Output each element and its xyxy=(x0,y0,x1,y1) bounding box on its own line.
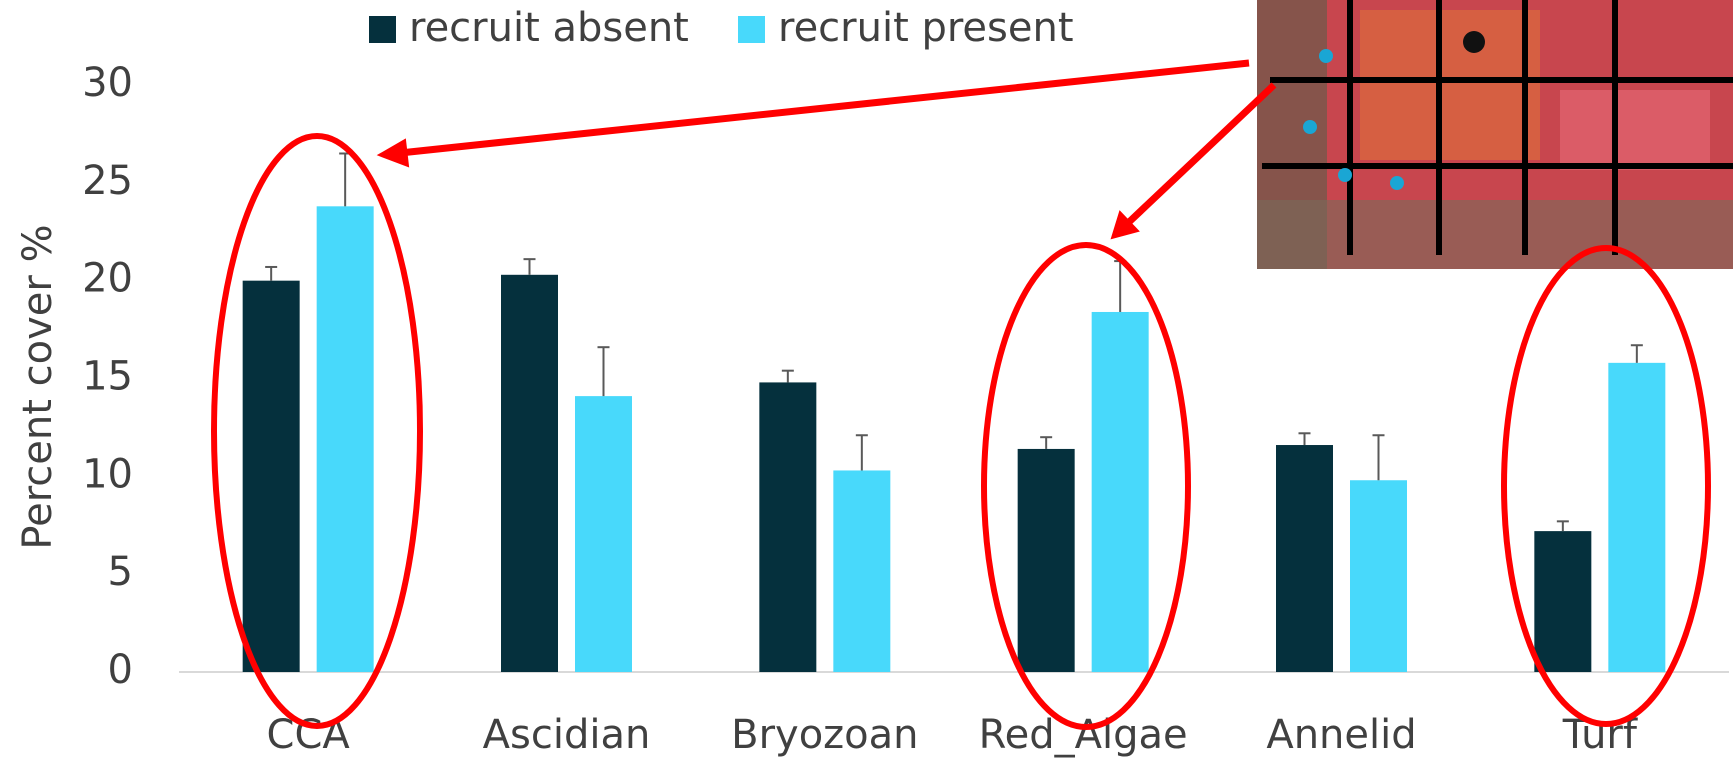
annotation-overlay xyxy=(214,0,1733,727)
bar xyxy=(501,275,558,672)
bar xyxy=(1350,480,1407,672)
bar xyxy=(575,396,632,672)
error-bar xyxy=(1040,437,1052,449)
bar xyxy=(759,382,816,672)
error-bar xyxy=(1299,433,1311,445)
page: Percent cover % 0 5 10 15 20 25 30 recruit abse… xyxy=(0,0,1733,760)
error-bar xyxy=(1631,345,1643,363)
photo-edge xyxy=(1257,200,1733,269)
bar xyxy=(1276,445,1333,672)
error-bar xyxy=(1557,521,1569,531)
x-tick-label: Red_Algae xyxy=(979,712,1188,758)
x-tick-label: Annelid xyxy=(1266,712,1416,758)
bar xyxy=(243,281,300,672)
y-tick-label: 15 xyxy=(82,354,133,400)
photo xyxy=(1257,0,1733,269)
error-bar xyxy=(1373,435,1385,480)
error-bar xyxy=(598,347,610,396)
bar xyxy=(1092,312,1149,672)
legend-label: recruit present xyxy=(778,5,1074,51)
bar xyxy=(833,470,890,672)
chart: Percent cover % 0 5 10 15 20 25 30 recruit abse… xyxy=(0,0,1733,760)
arrows xyxy=(379,63,1274,238)
bar xyxy=(1608,363,1665,672)
error-bar xyxy=(524,259,536,275)
bar xyxy=(1018,449,1075,672)
error-bar xyxy=(265,267,277,281)
y-tick-label: 10 xyxy=(82,451,133,497)
x-tick-label: Bryozoan xyxy=(731,712,918,758)
legend-label: recruit absent xyxy=(409,5,689,51)
y-tick-label: 20 xyxy=(82,256,133,302)
error-bar xyxy=(339,153,351,206)
y-axis-title: Percent cover % xyxy=(15,224,61,549)
photo-patch xyxy=(1360,10,1540,160)
bar xyxy=(317,206,374,672)
y-tick-label: 30 xyxy=(82,60,133,106)
y-tick-label: 5 xyxy=(108,549,133,595)
y-tick-label: 25 xyxy=(82,158,133,204)
legend-swatch xyxy=(738,16,765,43)
error-bar xyxy=(782,371,794,383)
error-bar xyxy=(1114,261,1126,312)
y-tick-label: 0 xyxy=(108,647,133,693)
photo-patch xyxy=(1560,90,1710,170)
error-bar xyxy=(856,435,868,470)
legend-swatch xyxy=(369,16,396,43)
x-tick-label: Ascidian xyxy=(483,712,651,758)
bar xyxy=(1534,531,1591,672)
photo-hole xyxy=(1463,31,1485,53)
